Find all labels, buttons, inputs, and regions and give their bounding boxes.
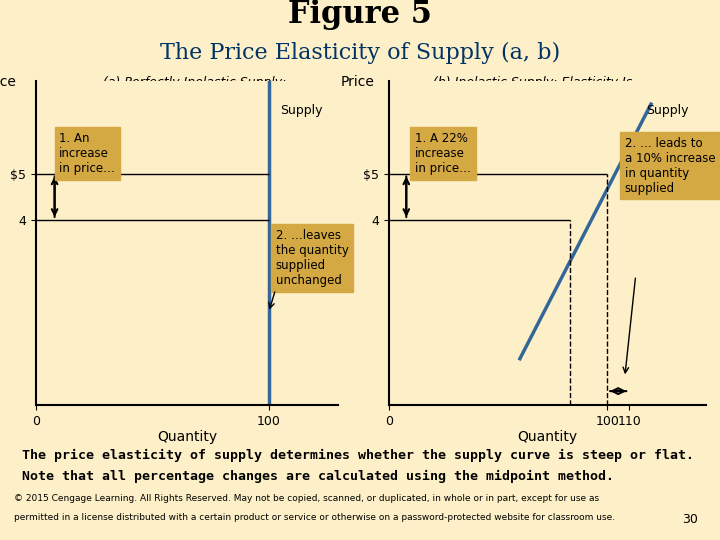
Text: 2. … leads to
a 10% increase
in quantity
supplied: 2. … leads to a 10% increase in quantity… — [625, 137, 716, 194]
Text: Supply: Supply — [280, 104, 323, 117]
Text: 1. A 22%
increase
in price…: 1. A 22% increase in price… — [415, 132, 471, 175]
Text: 2. …leaves
the quantity
supplied
unchanged: 2. …leaves the quantity supplied unchang… — [276, 229, 348, 287]
Text: 30: 30 — [683, 513, 698, 526]
Text: permitted in a license distributed with a certain product or service or otherwis: permitted in a license distributed with … — [14, 513, 616, 522]
Text: Note that all percentage changes are calculated using the midpoint method.: Note that all percentage changes are cal… — [22, 470, 613, 483]
Text: (a) Perfectly Inelastic Supply:: (a) Perfectly Inelastic Supply: — [103, 76, 286, 89]
X-axis label: Quantity: Quantity — [517, 430, 577, 444]
Y-axis label: Price: Price — [340, 75, 374, 89]
Text: © 2015 Cengage Learning. All Rights Reserved. May not be copied, scanned, or dup: © 2015 Cengage Learning. All Rights Rese… — [14, 494, 600, 503]
Text: Figure 5: Figure 5 — [288, 0, 432, 30]
Text: The price elasticity of supply determines whether the supply curve is steep or f: The price elasticity of supply determine… — [22, 449, 693, 462]
X-axis label: Quantity: Quantity — [157, 430, 217, 444]
Text: Less Than 1: Less Than 1 — [495, 103, 570, 116]
Text: 1. An
increase
in price…: 1. An increase in price… — [59, 132, 115, 175]
Text: (b) Inelastic Supply: Elasticity Is: (b) Inelastic Supply: Elasticity Is — [433, 76, 632, 89]
Text: Elasticity Equals 0: Elasticity Equals 0 — [138, 103, 251, 116]
Y-axis label: Price: Price — [0, 75, 17, 89]
Text: The Price Elasticity of Supply (a, b): The Price Elasticity of Supply (a, b) — [160, 42, 560, 64]
Text: Supply: Supply — [647, 104, 689, 117]
